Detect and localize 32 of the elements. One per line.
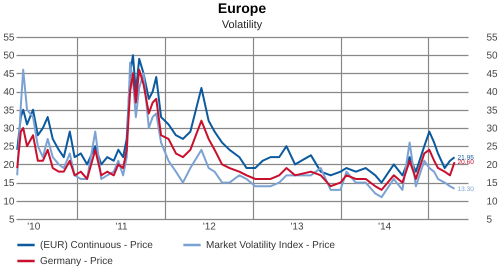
- x-tick-label: '14: [378, 222, 392, 232]
- y2-tick-label: 20: [486, 160, 498, 171]
- chart-subtitle: Volatility: [222, 19, 263, 31]
- y2-tick-label: 50: [486, 50, 498, 62]
- chart-title: Europe: [218, 0, 266, 16]
- x-tick-label: '10: [27, 222, 41, 232]
- y2-tick-label: 5: [486, 214, 492, 226]
- y2-tick-label: 55: [486, 32, 498, 44]
- y-tick-label: 30: [3, 124, 15, 134]
- y2-tick-label: 15: [486, 178, 498, 190]
- y-tick-label: 50: [3, 50, 15, 62]
- y2-tick-label: 30: [486, 124, 498, 134]
- legend-label: Germany - Price: [40, 256, 114, 267]
- y2-tick-label: 25: [486, 142, 498, 153]
- y-tick-label: 20: [3, 160, 15, 171]
- y-tick-label: 15: [3, 178, 15, 190]
- x-tick-label: '13: [290, 222, 304, 232]
- y2-tick-label: 45: [486, 68, 498, 80]
- y-tick-label: 45: [3, 68, 15, 80]
- y-tick-label: 25: [3, 142, 15, 153]
- y-tick-label: 40: [3, 87, 15, 98]
- y-tick-label: 35: [3, 105, 15, 116]
- y2-tick-label: 40: [486, 87, 498, 98]
- y-tick-label: 5: [8, 214, 15, 226]
- x-tick-label: '12: [202, 222, 216, 232]
- legend-label: Market Volatility Index - Price: [206, 240, 336, 251]
- y-tick-label: 10: [3, 196, 15, 208]
- y2-tick-label: 35: [486, 105, 498, 116]
- y2-tick-label: 10: [486, 196, 498, 208]
- legend-label: (EUR) Continuous - Price: [40, 240, 154, 251]
- x-tick-label: '11: [115, 222, 128, 232]
- y-tick-label: 55: [3, 32, 15, 44]
